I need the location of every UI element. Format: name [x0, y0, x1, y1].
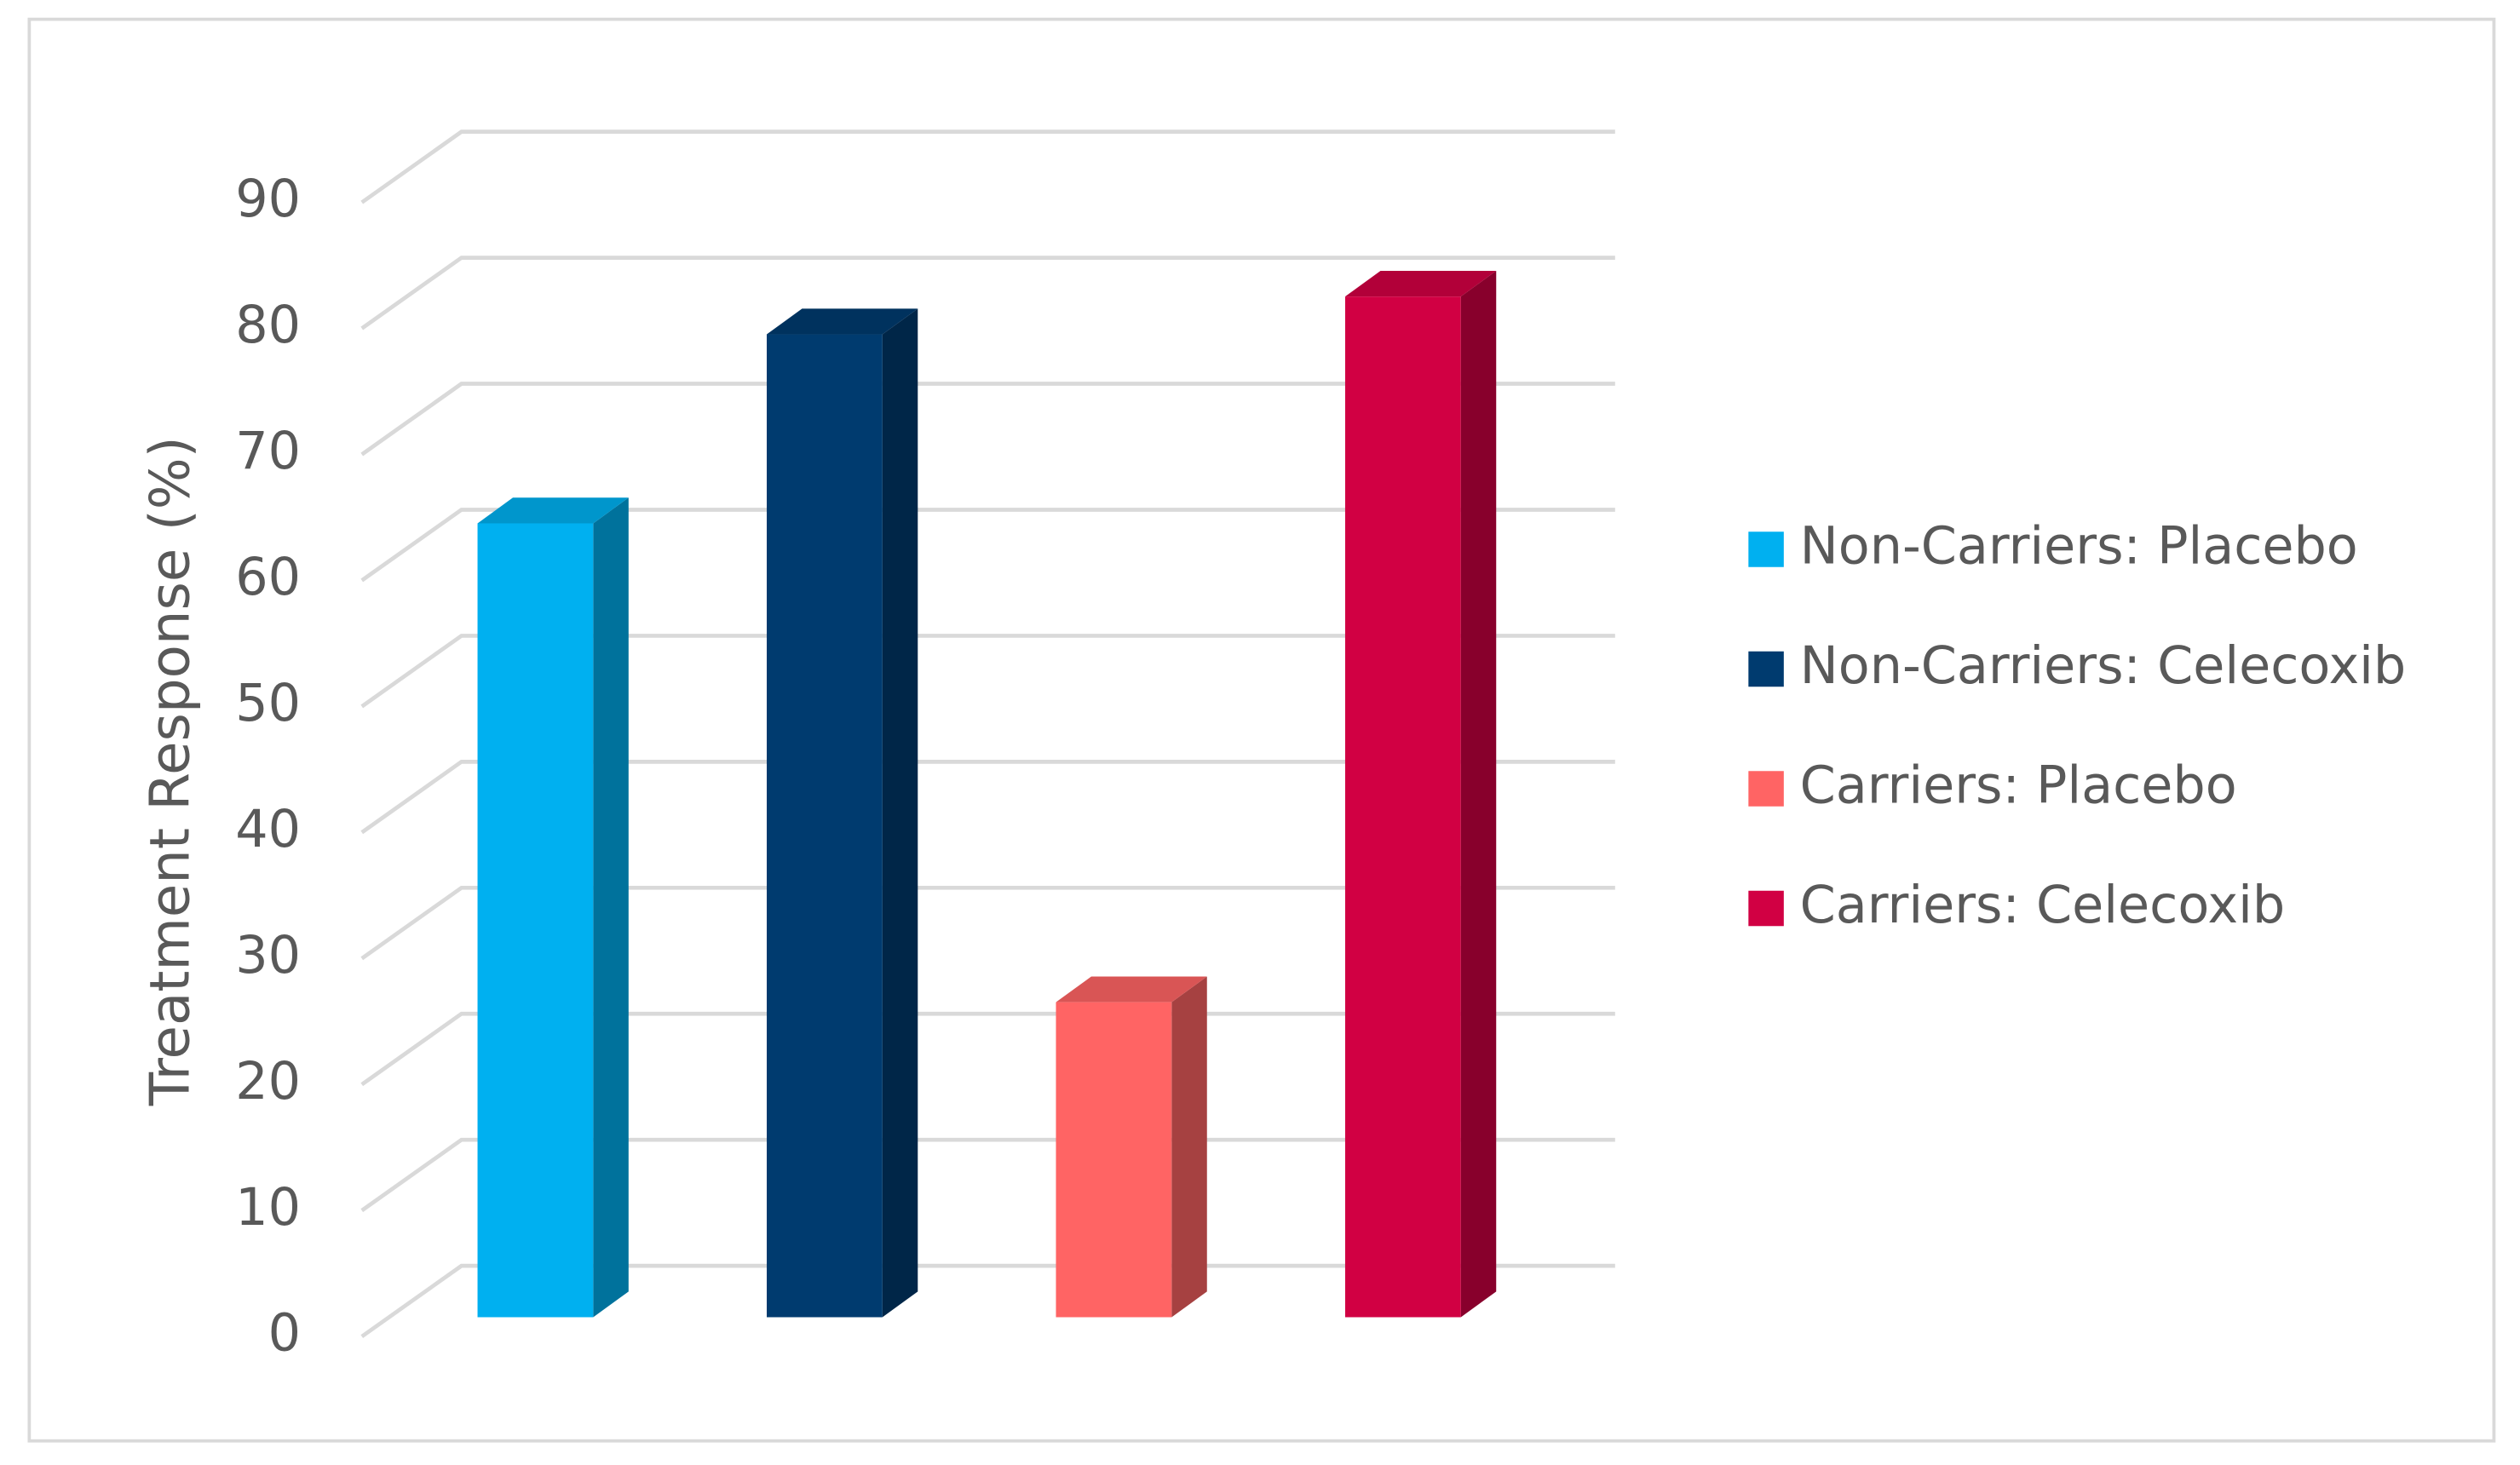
y-tick-label: 40: [235, 800, 301, 859]
y-tick-label: 60: [235, 548, 301, 607]
y-tick-label: 90: [235, 169, 301, 229]
legend-label: Carriers: Placebo: [1800, 756, 2237, 816]
grid-line: [360, 885, 1615, 961]
legend-label: Non-Carriers: Celecoxib: [1800, 636, 2407, 696]
bar-top: [477, 497, 629, 524]
legend-label: Carriers: Celecoxib: [1800, 876, 2285, 935]
grid-line: [360, 1011, 1615, 1087]
bar-side: [1171, 976, 1207, 1318]
y-tick-label: 10: [235, 1178, 301, 1238]
bar-top: [1056, 976, 1207, 1003]
grid-line: [360, 1137, 1615, 1213]
chart-border: [27, 17, 2496, 1443]
bar-side: [593, 497, 629, 1318]
legend-swatch: [1748, 651, 1784, 687]
y-tick-label: 30: [235, 926, 301, 985]
grid-line: [360, 508, 1615, 583]
grid-line: [360, 382, 1615, 457]
y-axis-title: Treatment Response (%): [139, 436, 203, 1106]
y-tick-label: 0: [268, 1304, 301, 1364]
legend-swatch: [1748, 890, 1784, 927]
bar: [1344, 296, 1461, 1318]
legend-swatch: [1748, 771, 1784, 807]
legend-swatch: [1748, 531, 1784, 567]
bar-side: [882, 308, 918, 1318]
grid-line: [360, 634, 1615, 709]
grid-line: [360, 256, 1615, 330]
bar: [767, 334, 883, 1318]
bar-top: [767, 308, 918, 335]
bar: [1056, 1002, 1172, 1318]
bar: [477, 523, 594, 1318]
grid-line: [360, 760, 1615, 835]
y-tick-label: 50: [235, 674, 301, 733]
y-tick-label: 70: [235, 422, 301, 481]
y-tick-label: 20: [235, 1052, 301, 1112]
grid-line: [360, 1263, 1615, 1339]
grid-line: [360, 129, 1615, 204]
y-tick-label: 80: [235, 296, 301, 355]
legend-label: Non-Carriers: Placebo: [1800, 517, 2358, 577]
bar-top: [1344, 270, 1497, 297]
bar-side: [1460, 270, 1497, 1318]
